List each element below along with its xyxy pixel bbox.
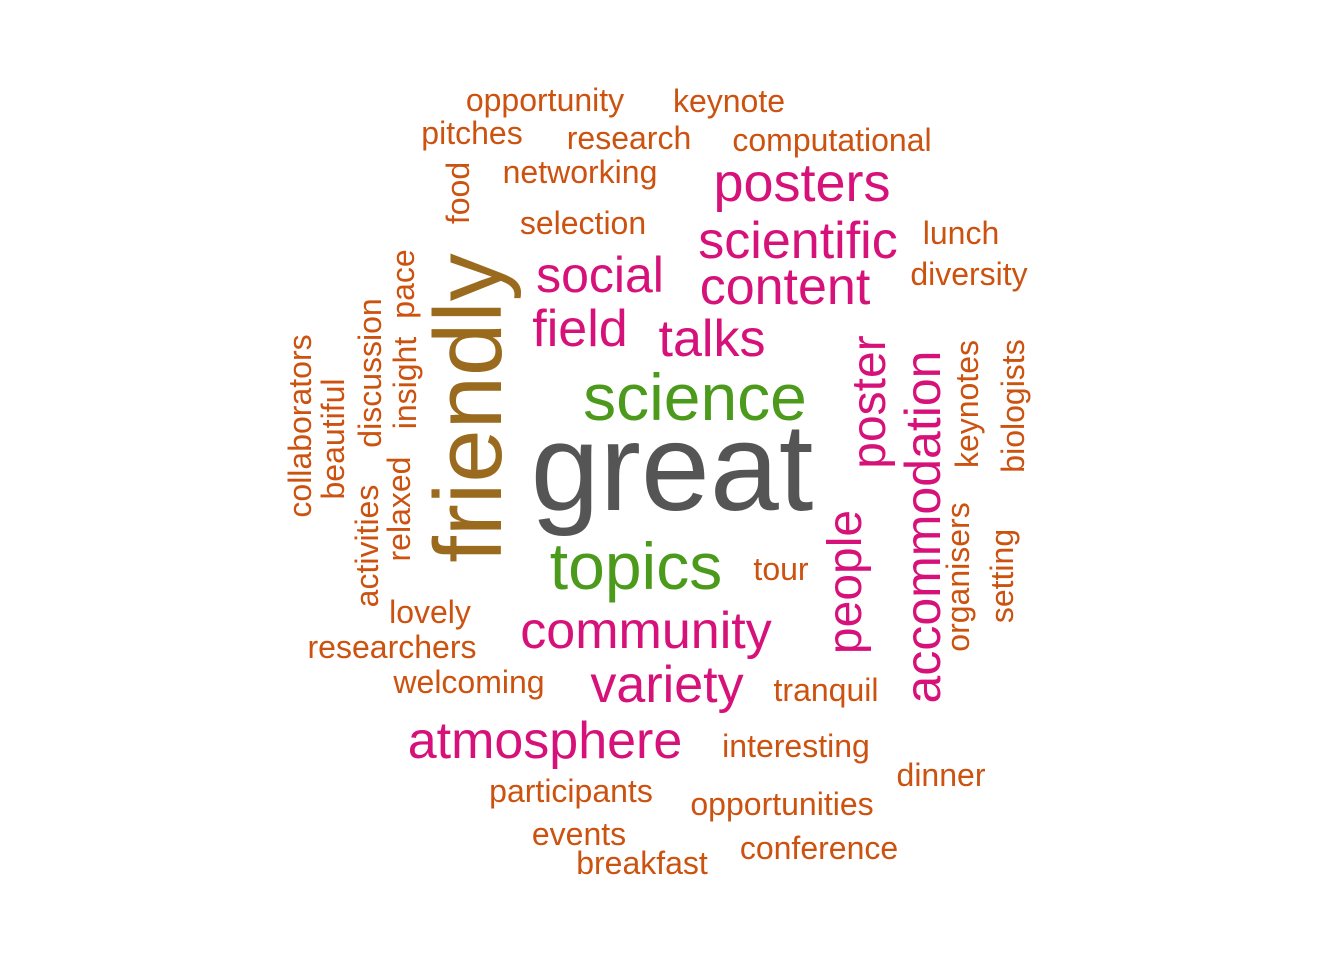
- word-setting: setting: [984, 528, 1020, 624]
- word-scientific: scientific: [698, 212, 898, 270]
- word-lunch: lunch: [922, 215, 1000, 251]
- word-computational: computational: [732, 122, 932, 158]
- word-researchers: researchers: [307, 629, 477, 665]
- word-conference: conference: [739, 830, 899, 866]
- word-welcoming: welcoming: [393, 664, 545, 700]
- word-content: content: [699, 258, 871, 316]
- word-selection: selection: [519, 205, 647, 241]
- word-discussion: discussion: [352, 298, 388, 448]
- word-posters: posters: [713, 153, 891, 213]
- word-networking: networking: [502, 154, 658, 190]
- word-people: people: [819, 509, 872, 655]
- word-interesting: interesting: [722, 728, 870, 764]
- word-pitches: pitches: [421, 115, 523, 151]
- word-talks: talks: [658, 310, 766, 368]
- word-pace: pace: [385, 249, 421, 319]
- word-variety: variety: [590, 656, 744, 714]
- word-atmosphere: atmosphere: [407, 712, 683, 770]
- word-diversity: diversity: [910, 256, 1028, 292]
- word-lovely: lovely: [389, 594, 471, 630]
- word-participants: participants: [489, 773, 653, 809]
- word-opportunity: opportunity: [465, 82, 625, 118]
- word-tranquil: tranquil: [773, 672, 879, 708]
- word-events: events: [531, 816, 627, 852]
- word-social: social: [536, 247, 664, 303]
- word-insight: insight: [387, 336, 423, 430]
- word-beautiful: beautiful: [315, 378, 351, 500]
- word-keynotes: keynotes: [949, 339, 985, 469]
- word-community: community: [520, 602, 772, 660]
- word-friendly: friendly: [415, 253, 522, 563]
- word-dinner: dinner: [896, 757, 986, 793]
- word-collaborators: collaborators: [282, 334, 318, 518]
- word-opportunities: opportunities: [690, 786, 874, 822]
- word-science: science: [583, 360, 807, 434]
- word-tour: tour: [753, 551, 809, 587]
- word-organisers: organisers: [940, 502, 976, 652]
- word-great: great: [530, 399, 814, 537]
- word-field: field: [532, 300, 628, 358]
- word-activities: activities: [349, 484, 385, 608]
- word-poster: poster: [843, 335, 896, 469]
- word-topics: topics: [549, 529, 723, 603]
- word-biologists: biologists: [995, 339, 1031, 473]
- word-breakfast: breakfast: [576, 845, 708, 881]
- word-keynote: keynote: [672, 83, 786, 119]
- word-research: research: [566, 120, 692, 156]
- word-food: food: [440, 161, 476, 225]
- word-relaxed: relaxed: [381, 456, 417, 562]
